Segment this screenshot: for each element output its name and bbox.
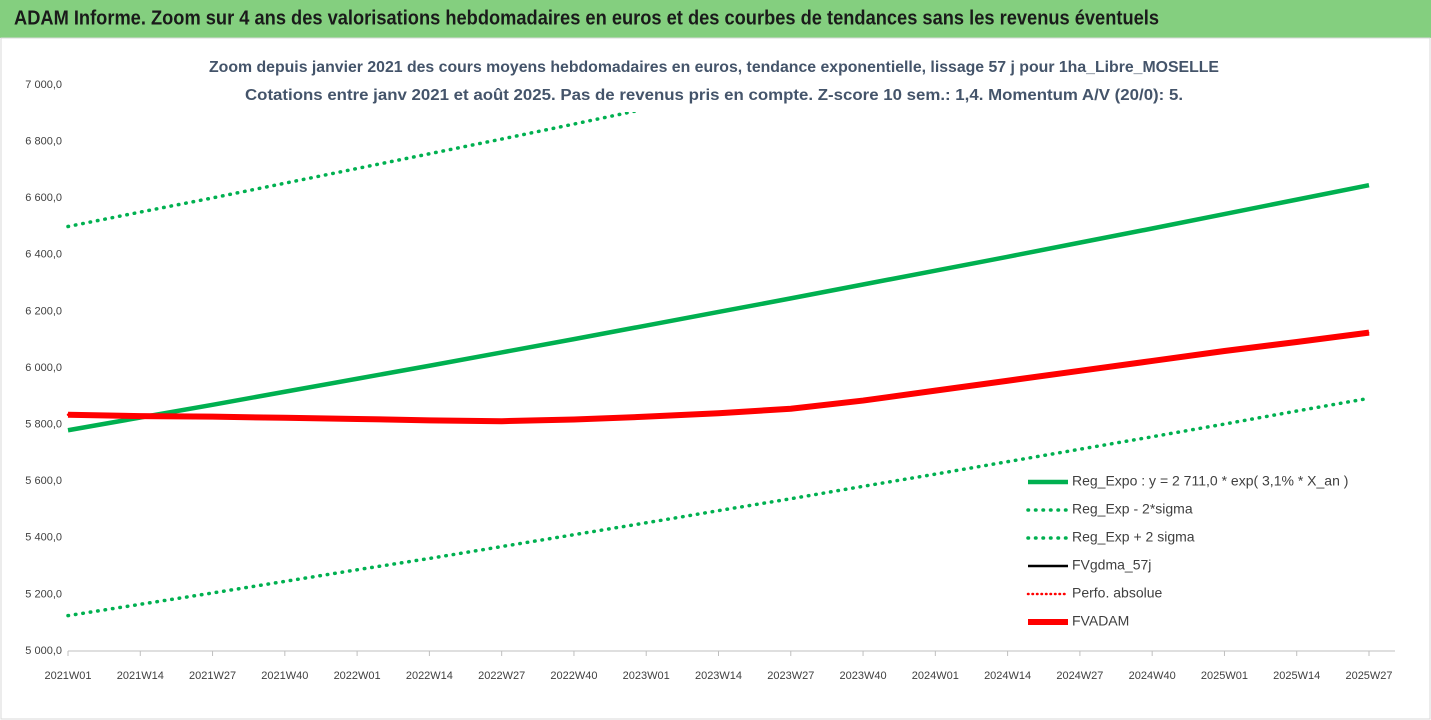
x-tick-label: 2022W14 (406, 670, 453, 682)
x-tick-label: 2025W14 (1273, 670, 1320, 682)
x-tick-label: 2024W01 (912, 670, 959, 682)
legend-label: Reg_Expo : y = 2 711,0 * exp( 3,1% * X_a… (1072, 473, 1348, 489)
x-tick-label: 2022W27 (478, 670, 525, 682)
y-tick-label: 5 400,0 (25, 532, 62, 544)
series-line (67, 332, 1370, 423)
x-tick-label: 2021W01 (44, 670, 91, 682)
legend-label: Reg_Exp - 2*sigma (1072, 501, 1193, 517)
y-tick-label: 5 600,0 (25, 475, 62, 487)
x-tick-label: 2025W01 (1201, 670, 1248, 682)
x-tick-label: 2024W14 (984, 670, 1031, 682)
y-tick-label: 5 800,0 (25, 419, 62, 431)
chart-frame (0, 37, 1431, 720)
series-line (66, 396, 1371, 618)
x-tick-label: 2021W14 (117, 670, 164, 682)
x-tick-label: 2024W27 (1056, 670, 1103, 682)
subtitle: Cotations entre janv 2021 et août 2025. … (245, 87, 1183, 104)
y-tick-label: 6 200,0 (25, 305, 62, 317)
x-tick-label: 2024W40 (1129, 670, 1176, 682)
x-tick-label: 2023W40 (840, 670, 887, 682)
series-line (66, 331, 1371, 423)
x-tick-label: 2023W01 (623, 670, 670, 682)
x-tick-label: 2021W40 (261, 670, 308, 682)
y-tick-label: 6 600,0 (25, 192, 62, 204)
legend-label: Perfo. absolue (1072, 585, 1162, 601)
x-tick-label: 2022W01 (334, 670, 381, 682)
title-banner (0, 0, 1431, 38)
series-line (67, 182, 1370, 433)
x-tick-label: 2021W27 (189, 670, 236, 682)
y-tick-label: 6 000,0 (25, 362, 62, 374)
y-tick-label: 7 000,0 (25, 79, 62, 91)
x-tick-label: 2022W40 (550, 670, 597, 682)
plot-area (66, 85, 1371, 618)
y-tick-label: 5 200,0 (25, 588, 62, 600)
x-tick-label: 2023W14 (695, 670, 742, 682)
subtitle: Zoom depuis janvier 2021 des cours moyen… (209, 59, 1219, 76)
series-line (67, 329, 1370, 425)
legend-label: Reg_Exp + 2 sigma (1072, 529, 1195, 545)
y-tick-label: 6 400,0 (25, 249, 62, 261)
y-tick-label: 5 000,0 (25, 645, 62, 657)
x-tick-label: 2023W27 (767, 670, 814, 682)
chart-title: ADAM Informe. Zoom sur 4 ans des valoris… (14, 7, 1159, 29)
legend-label: FVgdma_57j (1072, 557, 1151, 573)
legend-label: FVADAM (1072, 613, 1129, 629)
subtitle-box (205, 50, 1225, 112)
x-tick-label: 2025W27 (1345, 670, 1392, 682)
y-tick-label: 6 800,0 (25, 136, 62, 148)
